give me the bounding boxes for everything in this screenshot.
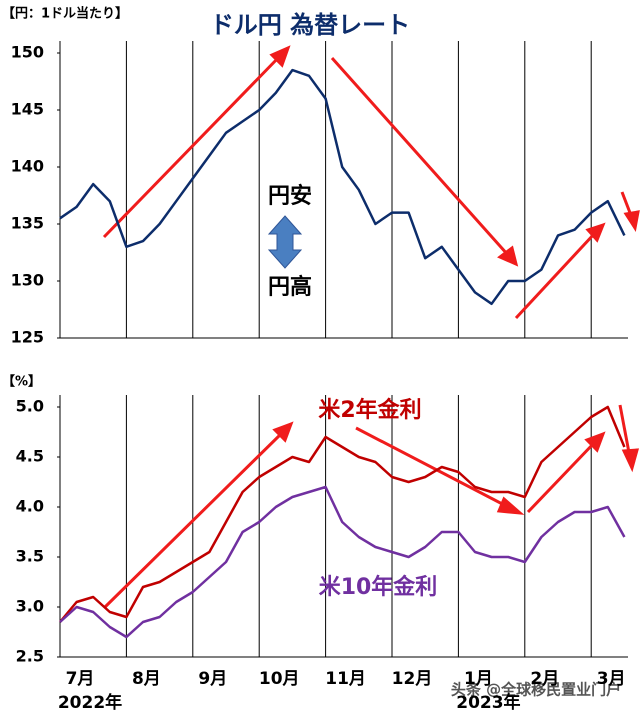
y-tick-label: 125 (11, 328, 44, 347)
y-tick-label: 130 (11, 271, 44, 290)
y-tick-label: 4.5 (16, 447, 44, 466)
y-axis-label: 【円：1ドル当たり】 (2, 6, 128, 22)
legend-label: 米2年金利 (318, 397, 421, 423)
line (59, 485, 626, 639)
year-label: 2023年 (456, 692, 520, 713)
y-tick-label: 145 (11, 100, 44, 119)
chart-title: ドル円 為替レート (210, 11, 410, 39)
x-tick-label: 3月 (597, 669, 626, 689)
x-tick-label: 1月 (464, 669, 493, 689)
annotation: 円高 (268, 274, 312, 300)
x-tick-label: 7月 (66, 669, 95, 689)
y-tick-label: 4.0 (16, 497, 44, 516)
y-tick-label: 5.0 (16, 397, 44, 416)
trend-arrows (102, 45, 640, 610)
x-tick-label: 10月 (259, 669, 300, 689)
y-tick-label: 2.5 (16, 647, 44, 666)
watermark: 头条 @全球移民置业门户 (451, 681, 621, 699)
y-tick-label: 135 (11, 214, 44, 233)
x-tick-label: 9月 (198, 669, 227, 689)
year-label: 2022年 (58, 692, 122, 713)
legend-label: 米10年金利 (319, 574, 438, 600)
x-tick-label: 12月 (392, 669, 433, 689)
annotation: 円安 (268, 183, 312, 209)
y-tick-label: 150 (11, 43, 44, 62)
y-tick-label: 3.5 (16, 547, 44, 566)
line (59, 68, 626, 306)
line (59, 405, 626, 623)
y-tick-label: 140 (11, 157, 44, 176)
y-tick-label: 3.0 (16, 597, 44, 616)
y-axis-label: 【%】 (2, 374, 41, 390)
double-arrow (267, 215, 303, 269)
x-tick-label: 2月 (530, 669, 559, 689)
x-tick-label: 11月 (325, 669, 366, 689)
x-tick-label: 8月 (132, 669, 161, 689)
